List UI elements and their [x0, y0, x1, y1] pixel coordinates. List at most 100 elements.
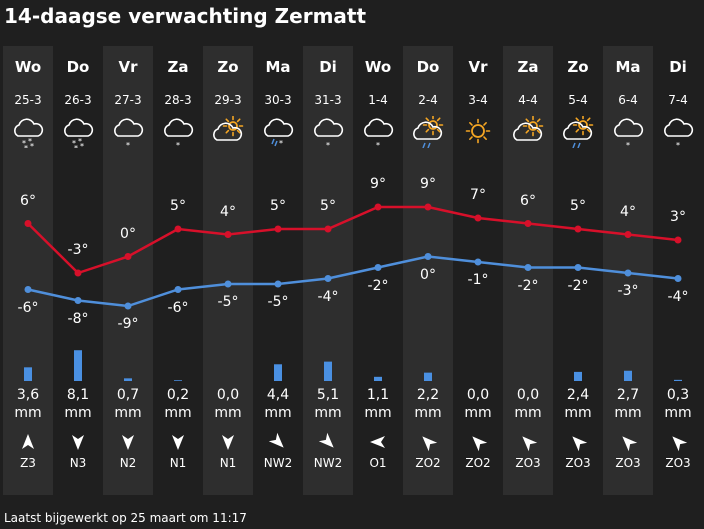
precip-label: 4,4 mm: [253, 386, 303, 422]
wind-label: ZO2: [465, 456, 491, 470]
wind-arrow-icon: [172, 435, 184, 450]
precip-bar: [274, 364, 282, 381]
day-name: Ma: [265, 58, 291, 76]
snow-light-icon: *: [664, 118, 694, 150]
wind-arrow-icon: [622, 436, 638, 452]
svg-text:*: *: [28, 137, 32, 146]
high-temp-label: 6°: [20, 192, 36, 209]
precip-value: 8,1: [66, 387, 90, 403]
day-name: Di: [319, 58, 337, 76]
high-temp-label: 0°: [120, 225, 136, 242]
partly-cloudy-icon: [213, 115, 244, 141]
day-column-background: [603, 46, 653, 495]
wind-label: ZO2: [415, 456, 441, 470]
wind-direction: [453, 432, 503, 452]
precip-bar: [374, 376, 382, 381]
low-temp-label: -2°: [517, 277, 539, 294]
wind-arrow-icon: [672, 436, 688, 452]
wind-arrow-icon: [222, 435, 234, 450]
precip-unit: mm: [614, 405, 642, 421]
precip-label: 0,0 mm: [203, 386, 253, 422]
snow-light-icon: *: [364, 118, 394, 150]
precip-value: 2,7: [616, 387, 640, 403]
precip-unit: mm: [314, 405, 342, 421]
weather-icon-cell: [503, 115, 553, 148]
low-temp-label: -6°: [167, 299, 189, 316]
high-temp-label: 5°: [170, 198, 186, 214]
day-name: Wo: [364, 58, 392, 76]
precip-value: 0,3: [666, 387, 690, 403]
precip-unit: mm: [64, 405, 92, 421]
sun-shower-icon: [563, 114, 594, 149]
high-temp-point: [274, 225, 282, 233]
low-temp-label: -4°: [317, 288, 339, 305]
svg-text:*: *: [376, 141, 380, 148]
low-temp-point: [174, 286, 182, 293]
partly-cloudy-icon: [513, 115, 544, 141]
svg-text:*: *: [279, 139, 283, 148]
precip-label: 2,4 mm: [553, 386, 603, 422]
precip-unit: mm: [114, 405, 142, 421]
wind-label: N1: [219, 456, 237, 470]
snow-light-icon: *: [114, 118, 144, 150]
low-temp-point: [74, 297, 82, 304]
weather-icon-cell: *: [153, 116, 203, 150]
day-date: 4-4: [518, 93, 538, 107]
precip-unit: mm: [214, 405, 242, 421]
low-temp-label: 0°: [420, 266, 436, 283]
wind-label: N2: [119, 456, 137, 470]
high-temp-label: -3°: [67, 242, 89, 258]
precip-bar: [674, 379, 682, 381]
low-temp-point: [374, 264, 382, 271]
day-name: Do: [66, 58, 90, 76]
weather-icon-cell: *: [253, 116, 303, 148]
precip-value: 2,4: [566, 387, 590, 403]
day-date: 28-3: [164, 93, 192, 107]
svg-text:*: *: [626, 141, 630, 148]
day-date: 3-4: [468, 93, 488, 107]
high-temp-label: 4°: [620, 203, 636, 220]
low-temp-label: -2°: [567, 277, 589, 294]
snow-light-icon: *: [164, 118, 194, 150]
wind-label: NW2: [313, 456, 343, 470]
svg-text:*: *: [126, 141, 130, 148]
low-temp-label: -5°: [217, 294, 239, 310]
precip-label: 0,7 mm: [103, 386, 153, 422]
precip-bar: [174, 380, 182, 381]
weather-icon-cell: *: [653, 116, 703, 150]
wind-direction: [3, 432, 53, 452]
day-column-background: [503, 46, 553, 495]
last-updated: Laatst bijgewerkt op 25 maart om 11:17: [4, 511, 247, 525]
day-column-background: [303, 46, 353, 495]
wind-direction: [353, 432, 403, 452]
high-temp-label: 6°: [520, 192, 536, 209]
wind-direction: [653, 432, 703, 452]
precip-label: 1,1 mm: [353, 386, 403, 422]
weather-icon-cell: [553, 114, 603, 149]
wind-arrow-icon: [122, 435, 134, 450]
precip-unit: mm: [14, 405, 42, 421]
wind-arrow-icon: [422, 436, 438, 452]
low-temp-label: -5°: [267, 294, 289, 310]
wind-arrow-icon: [318, 432, 334, 448]
weather-icon-cell: *: [103, 116, 153, 150]
svg-text:*: *: [74, 144, 78, 148]
svg-text:*: *: [24, 144, 28, 148]
high-temp-point: [174, 225, 182, 233]
day-name: Za: [167, 58, 189, 76]
weather-icon-cell: [203, 115, 253, 148]
day-date: 5-4: [568, 93, 588, 107]
precip-label: 5,1 mm: [303, 386, 353, 422]
wind-arrow-icon: [370, 436, 385, 448]
precip-label: 3,6 mm: [3, 386, 53, 422]
day-name: Za: [517, 58, 539, 76]
day-date: 7-4: [668, 93, 688, 107]
precip-value: 3,6: [16, 387, 40, 403]
svg-text:*: *: [72, 139, 76, 148]
day-date: 26-3: [64, 93, 92, 107]
wind-label: N1: [169, 456, 187, 470]
high-temp-point: [74, 269, 82, 277]
low-temp-point: [674, 275, 682, 282]
precip-label: 0,0 mm: [453, 386, 503, 422]
